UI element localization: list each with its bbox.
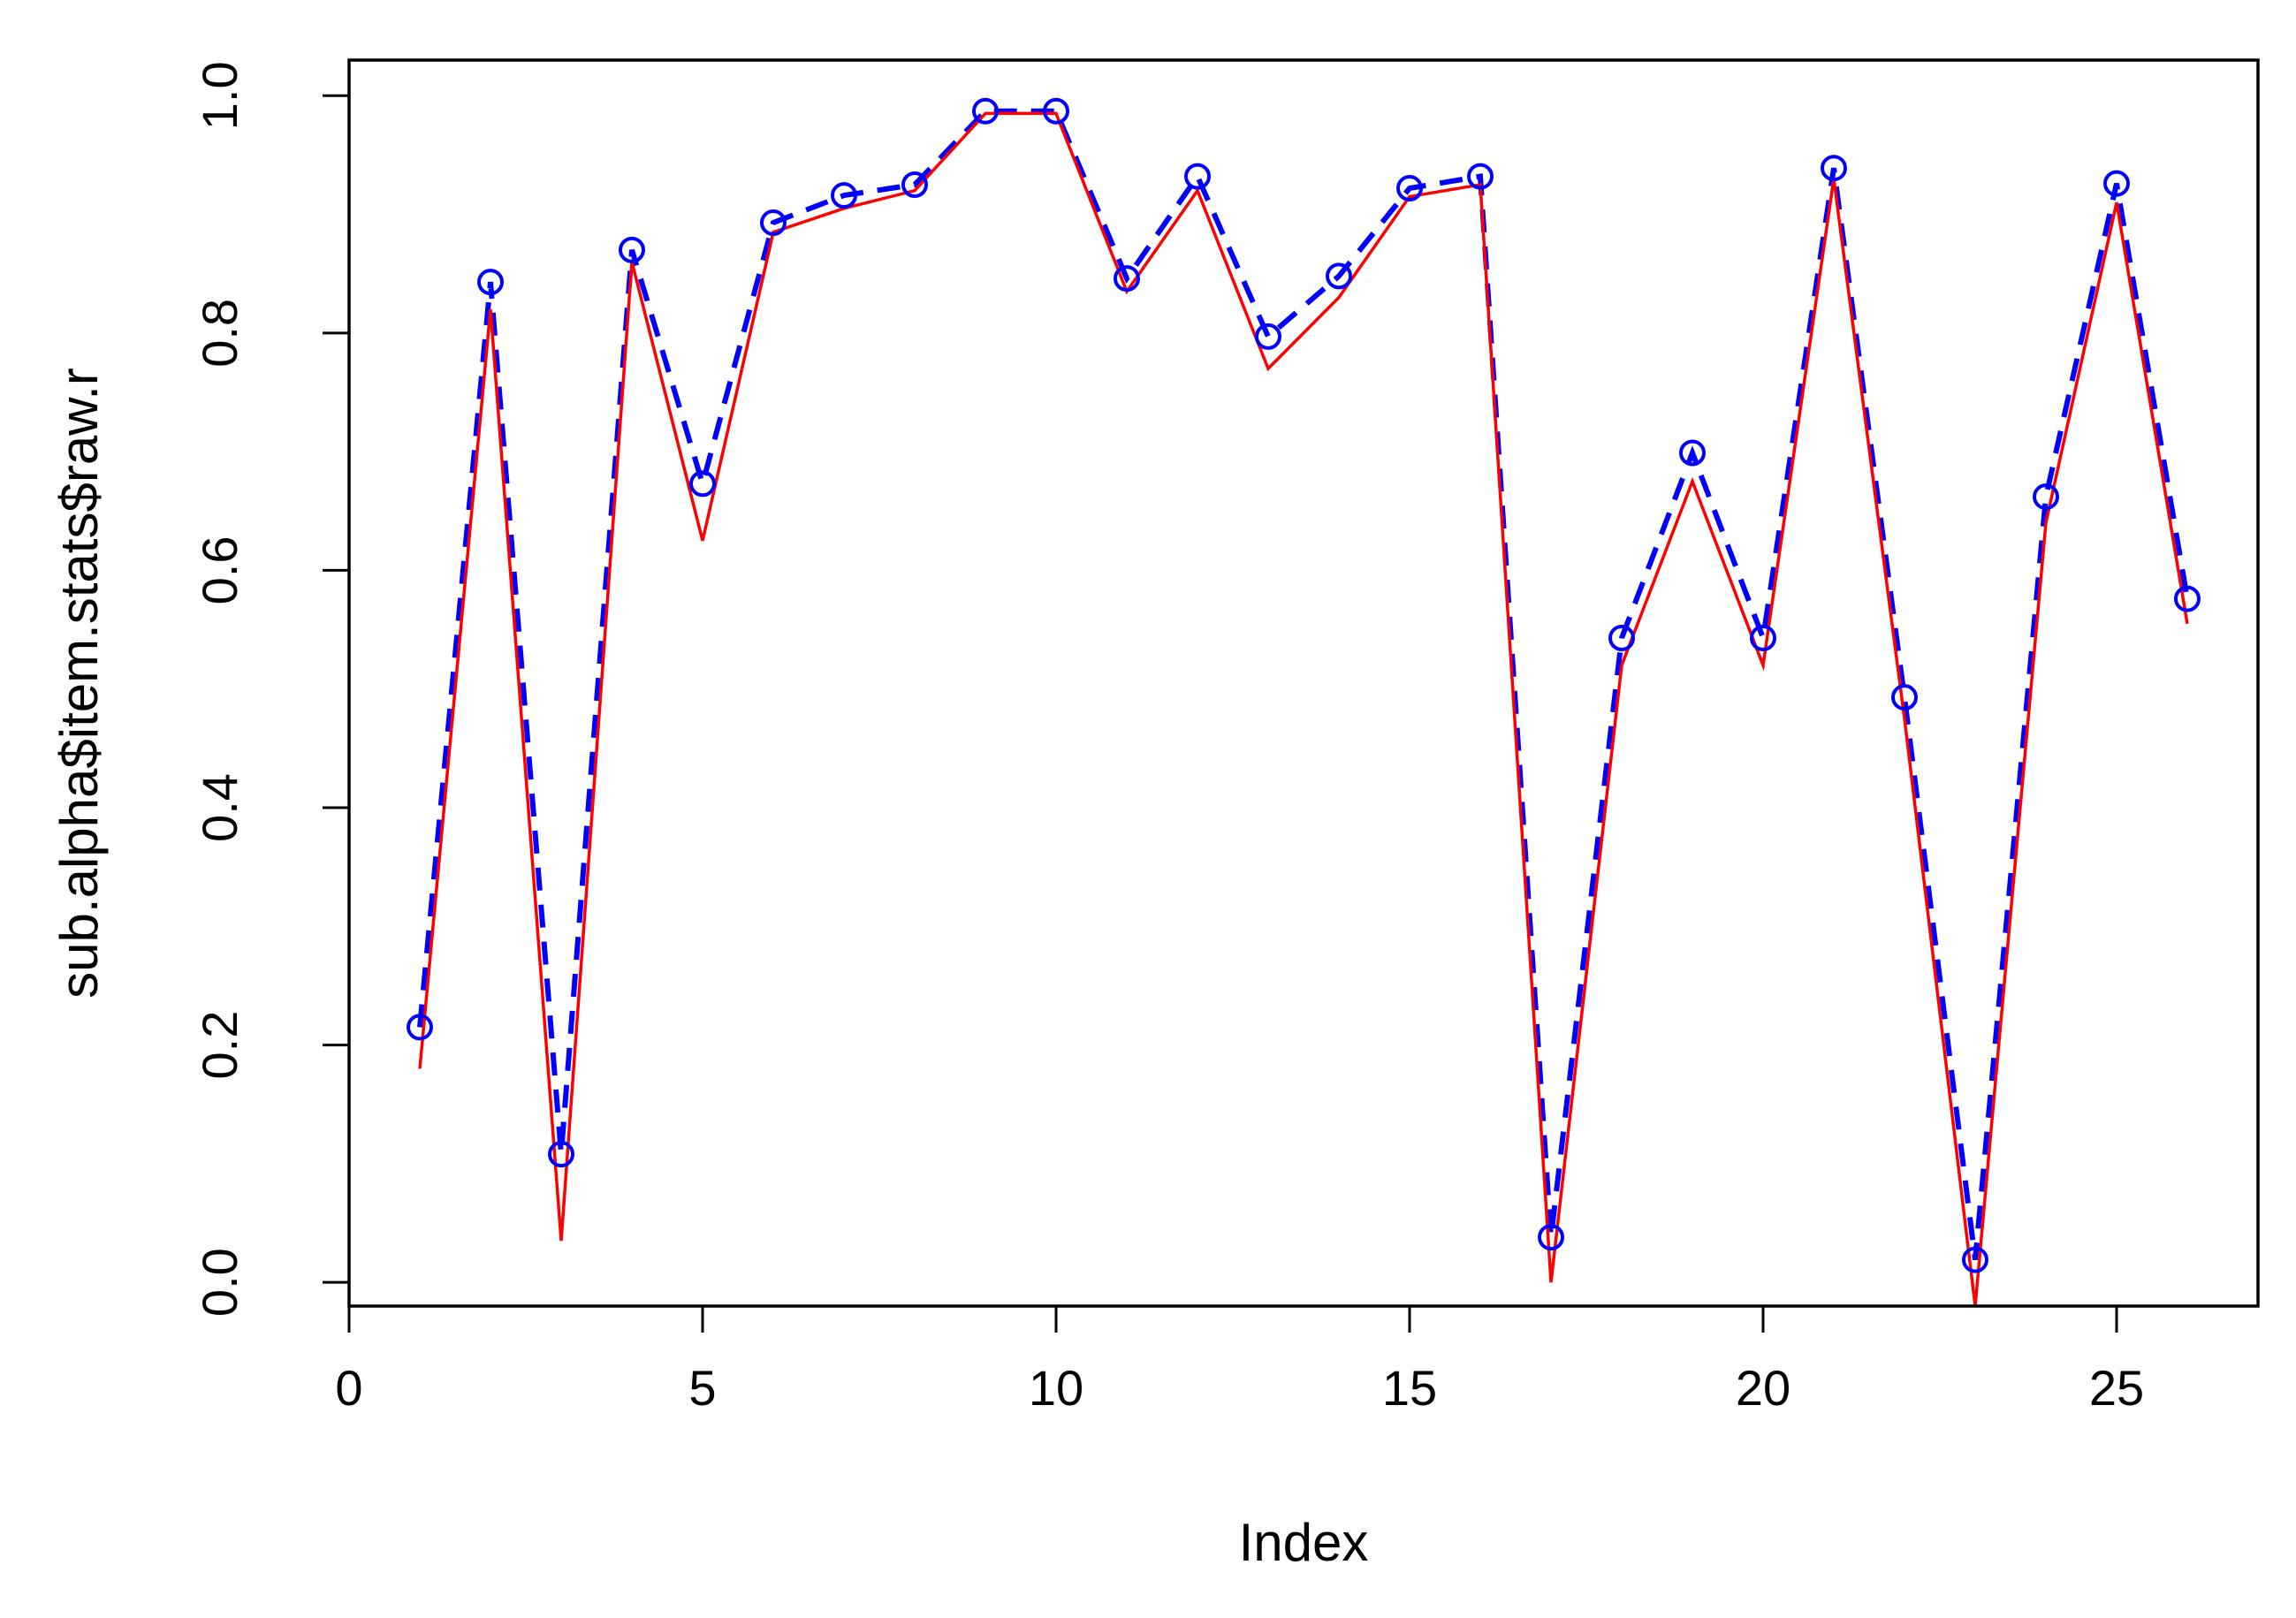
series-blue-point: [1750, 624, 1776, 651]
series-blue-point: [2174, 585, 2201, 612]
series-blue-point: [901, 171, 928, 198]
y-tick-label: 0.2: [192, 1011, 247, 1080]
series-blue-point: [2103, 170, 2130, 197]
series-blue-point: [1255, 323, 1281, 350]
series-blue-point: [1467, 163, 1494, 190]
x-tick-label: 5: [688, 1360, 716, 1416]
series-blue-point: [1326, 262, 1352, 290]
x-axis: 0 5 10 15 20 25: [335, 1304, 2144, 1416]
series-blue-point: [619, 236, 645, 263]
y-tick-label: 0.6: [192, 536, 247, 604]
series-blue-point: [1396, 175, 1423, 202]
series-blue-point: [1679, 439, 1706, 467]
x-tick-label: 20: [1736, 1360, 1790, 1416]
y-axis-label: sub.alpha$item.stats$raw.r: [49, 368, 109, 999]
series-blue-point: [1043, 97, 1069, 125]
series-blue-line: [417, 108, 2190, 1261]
y-tick-label: 0.4: [192, 773, 247, 842]
y-tick-label: 1.0: [192, 61, 247, 130]
series-blue-point: [1184, 163, 1211, 190]
series-blue-point: [2033, 483, 2059, 511]
plot-marks: [407, 97, 2201, 1307]
series-blue-point: [1821, 155, 1847, 182]
series-blue-point: [1962, 1246, 1988, 1273]
x-tick-label: 10: [1029, 1360, 1083, 1416]
series-blue-point: [1538, 1224, 1564, 1251]
y-tick-label: 0.0: [192, 1248, 247, 1317]
series-blue-point: [548, 1141, 574, 1168]
x-tick-label: 0: [335, 1360, 362, 1416]
series-blue-point: [1608, 624, 1635, 651]
series-blue-point: [831, 182, 857, 209]
x-tick-label: 15: [1382, 1360, 1437, 1416]
y-tick-label: 0.8: [192, 299, 247, 368]
series-blue-point: [689, 470, 716, 498]
x-tick-label: 25: [2089, 1360, 2144, 1416]
series-blue-point: [760, 209, 787, 236]
series-blue-point: [1891, 684, 1918, 711]
y-axis: 0.0 0.2 0.4 0.6 0.8 1.0: [192, 61, 351, 1317]
series-blue-point: [972, 97, 999, 125]
series-blue-point: [407, 1014, 433, 1041]
series-blue-point: [1114, 265, 1140, 292]
x-axis-label: Index: [1239, 1513, 1369, 1572]
series-blue-point: [477, 269, 504, 296]
